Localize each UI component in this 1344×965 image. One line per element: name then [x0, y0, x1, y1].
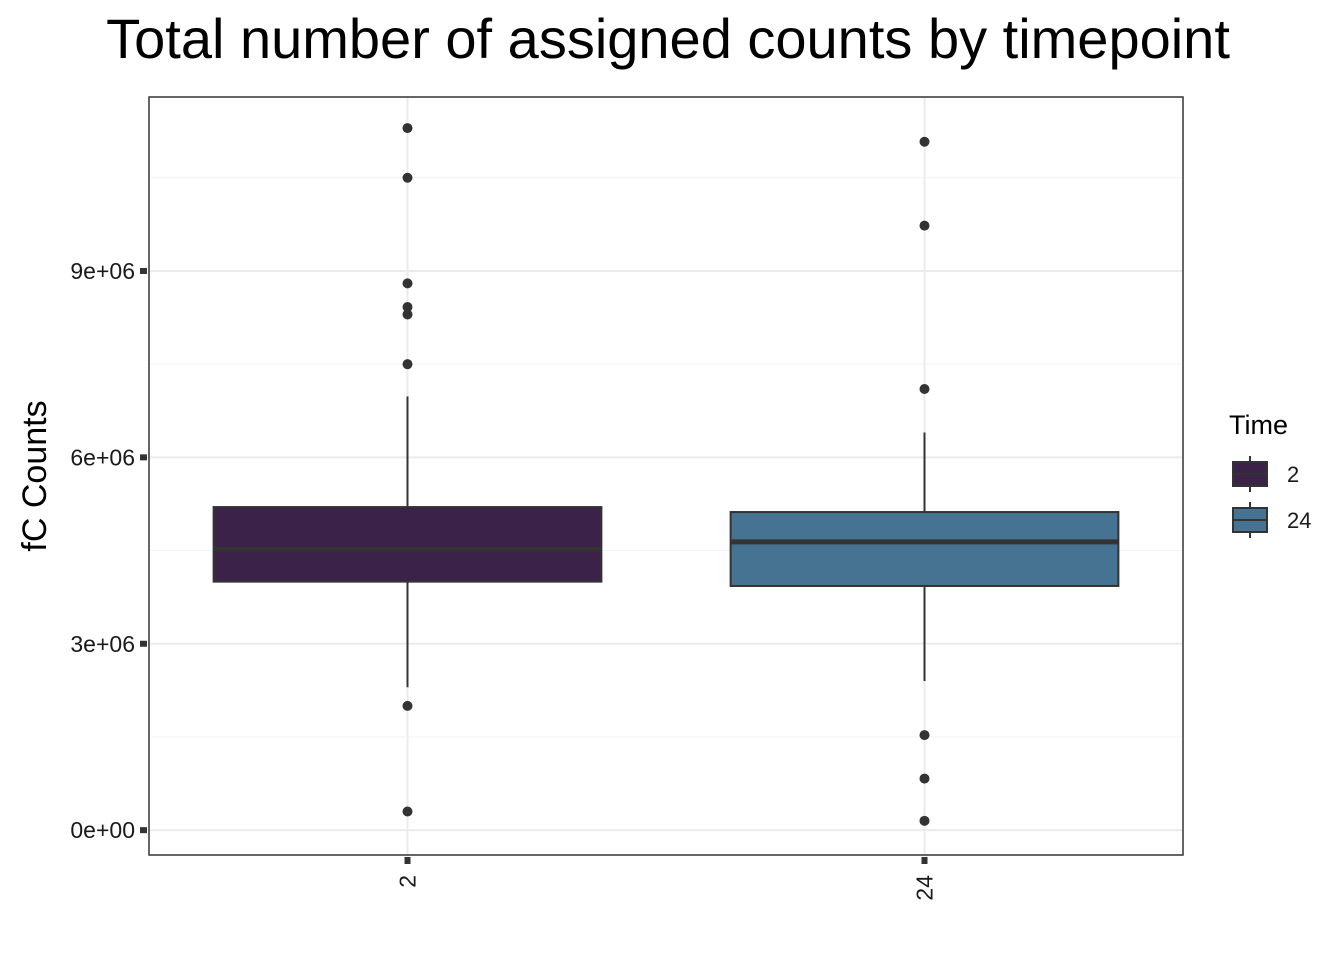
outlier-point: [919, 220, 930, 231]
legend-entry-2: 2: [1232, 456, 1299, 492]
outlier-point: [402, 806, 413, 817]
outlier-point: [402, 359, 413, 370]
box-iqr: [212, 506, 603, 583]
legend-title: Time: [1229, 410, 1288, 440]
legend-label: 24: [1287, 508, 1311, 533]
legend: Time 2 24: [1229, 410, 1311, 538]
outlier-point: [919, 730, 930, 741]
y-tick-label: 0e+00: [70, 817, 135, 843]
boxplot-2: [212, 123, 603, 817]
y-tick-label: 9e+06: [70, 258, 135, 284]
y-tick-label: 6e+06: [70, 444, 135, 470]
outlier-point: [919, 136, 930, 147]
outlier-point: [402, 700, 413, 711]
grid-lines: [149, 97, 1183, 855]
plot-panel-border: [148, 96, 1184, 856]
outlier-point: [919, 384, 930, 395]
x-tick-label: 2: [395, 875, 421, 888]
outlier-point: [402, 123, 413, 134]
legend-label: 2: [1287, 462, 1299, 487]
outlier-point: [402, 278, 413, 289]
outlier-point: [402, 302, 413, 313]
y-axis-title: fC Counts: [16, 400, 54, 551]
outlier-point: [402, 172, 413, 183]
box-plots: [212, 123, 1120, 826]
outlier-point: [402, 309, 413, 320]
box-iqr: [729, 511, 1120, 587]
legend-entry-24: 24: [1232, 502, 1311, 538]
boxplot-24: [729, 136, 1120, 826]
x-tick-label: 24: [912, 875, 938, 901]
axes: 0e+00 3e+06 6e+06 9e+06 2 24: [70, 258, 937, 901]
outlier-point: [919, 815, 930, 826]
y-tick-label: 3e+06: [70, 631, 135, 657]
outlier-point: [919, 773, 930, 784]
chart-title: Total number of assigned counts by timep…: [106, 7, 1230, 70]
